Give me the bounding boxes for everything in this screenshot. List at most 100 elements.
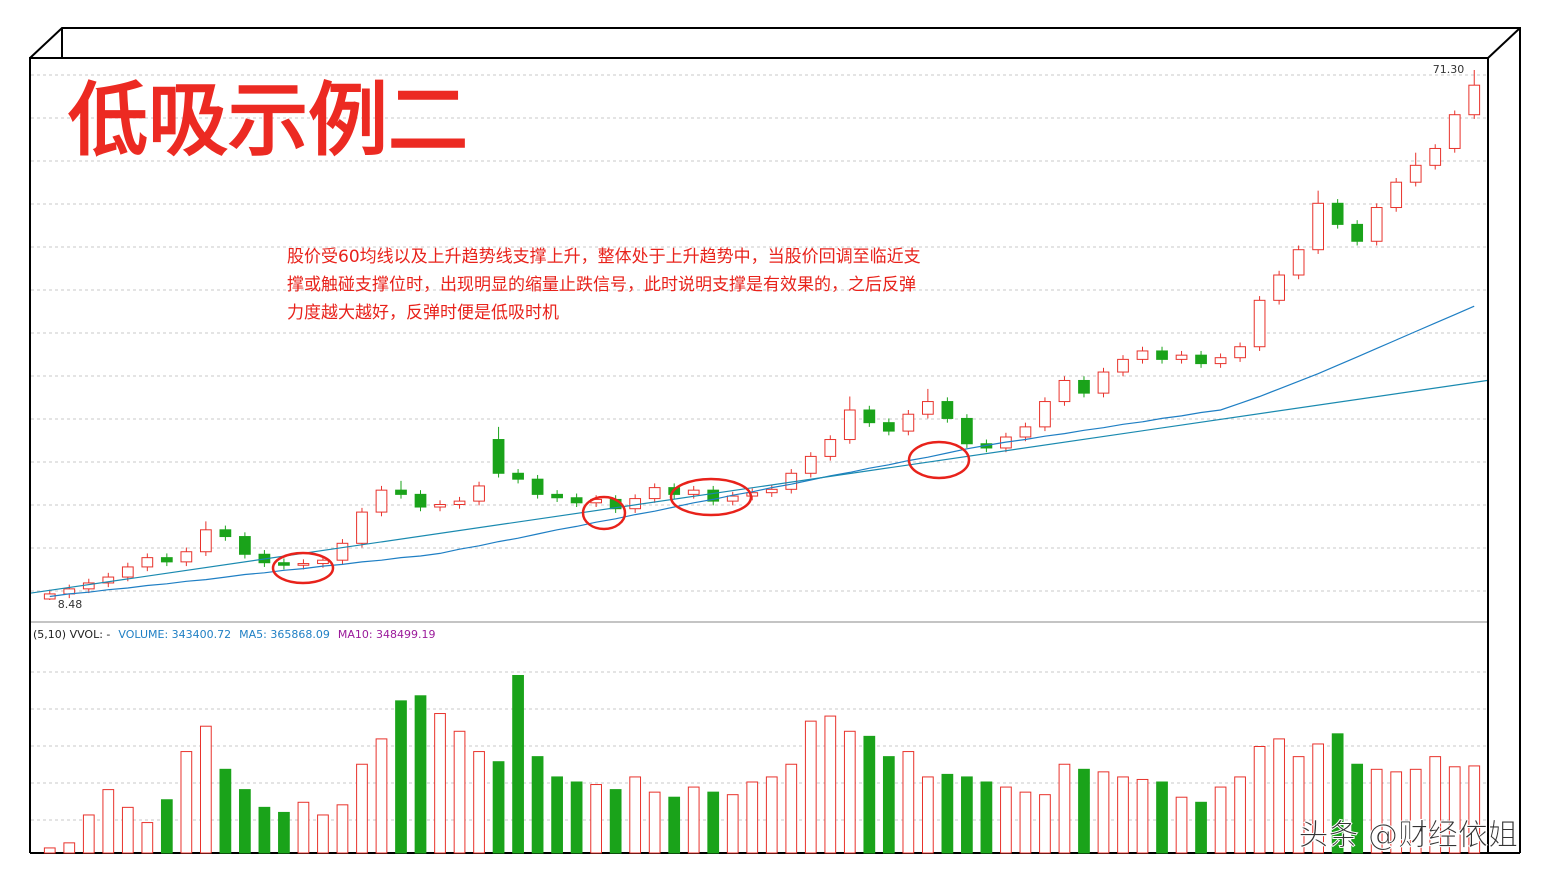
annotation: 股价受60均线以及上升趋势线支撑上升，整体处于上升趋势中，当股价回调至临近支	[287, 247, 921, 267]
volume-bar	[82, 814, 95, 854]
volume-bar	[1078, 768, 1090, 854]
candle-body	[453, 500, 466, 505]
volume-bar	[1156, 781, 1168, 854]
volume-bar	[590, 784, 603, 854]
candle-body	[1351, 223, 1364, 242]
candle-body	[707, 489, 720, 502]
candle-body	[1019, 426, 1032, 438]
volume-bar	[1097, 771, 1110, 854]
volume-bar	[746, 781, 759, 854]
volume-bar	[726, 794, 739, 854]
volume-bar	[1331, 733, 1344, 854]
volume-bar	[121, 806, 134, 854]
candle-body	[43, 593, 56, 600]
candle-body	[1078, 379, 1090, 394]
legend-entry: (5,10) VVOL: -	[33, 628, 110, 641]
volume-bar	[258, 806, 271, 854]
volume-bar	[1214, 786, 1227, 854]
volume-bar	[1000, 786, 1012, 854]
volume-bar	[375, 738, 388, 854]
volume-bar	[629, 776, 642, 854]
candle-body	[687, 489, 700, 495]
volume-bar	[648, 791, 661, 854]
candle-body	[1273, 274, 1285, 301]
volume-bar	[63, 842, 76, 854]
candle-body	[278, 562, 290, 566]
candle-body	[1390, 181, 1403, 209]
candle-body	[1370, 207, 1383, 242]
volume-bar	[1351, 763, 1364, 854]
volume-bar	[160, 799, 173, 854]
volume-bar	[1390, 771, 1403, 854]
candle-body	[531, 478, 544, 495]
volume-bar	[863, 735, 876, 854]
candle-body	[1136, 350, 1149, 360]
candle-body	[629, 498, 642, 510]
candle-body	[317, 559, 329, 565]
volume-bar	[570, 781, 583, 854]
volume-bar	[1234, 776, 1246, 854]
volume-bar	[1019, 791, 1032, 854]
candle-body	[375, 489, 388, 513]
volume-bar	[551, 776, 563, 854]
volume-bar	[961, 776, 973, 854]
candle-body	[1234, 346, 1246, 359]
candle-body	[297, 563, 310, 566]
candle-body	[141, 557, 154, 568]
volume-bar	[102, 789, 115, 854]
volume-bar	[1273, 738, 1285, 854]
volume-bar	[1039, 794, 1051, 854]
candle-body	[551, 493, 563, 499]
min-label: 8.48	[58, 598, 83, 611]
candle-body	[843, 409, 856, 441]
candle-body	[1292, 249, 1305, 276]
candle-body	[1468, 84, 1481, 116]
candle-body	[1253, 299, 1266, 348]
volume-bar	[434, 713, 446, 854]
chart-title: 低吸示例二	[68, 74, 468, 167]
candle-body	[882, 422, 895, 432]
volume-bar	[785, 763, 798, 854]
legend-entry: MA10: 348499.19	[338, 628, 436, 641]
candle-body	[1409, 164, 1422, 183]
candle-body	[1214, 357, 1227, 365]
candle-body	[1117, 358, 1129, 373]
candle-body	[1058, 379, 1071, 403]
volume-bar	[921, 776, 934, 854]
candle-body	[902, 413, 915, 432]
legend-entry: VOLUME: 343400.72	[118, 628, 231, 641]
volume-bar	[980, 781, 993, 854]
volume-bar	[1058, 763, 1071, 854]
grid	[31, 74, 1487, 821]
volume-bar	[1409, 768, 1422, 854]
candle-body	[1097, 371, 1110, 394]
candle-body	[336, 542, 349, 561]
max-label: 71.30	[1433, 63, 1465, 76]
moving-average	[49, 305, 1475, 598]
candle-body	[239, 536, 251, 555]
annotation: 力度越大越好，反弹时便是低吸时机	[287, 303, 559, 323]
annotation: 撑或触碰支撑位时，出现明显的缩量止跌信号，此时说明支撑是有效果的，之后反弹	[287, 275, 916, 295]
candle-body	[941, 401, 954, 419]
volume-bar	[414, 695, 427, 854]
candle-body	[1448, 114, 1461, 149]
volume-bar	[941, 773, 954, 854]
volume-bar	[1429, 756, 1442, 854]
candle-body	[726, 495, 739, 502]
candle-body	[765, 488, 778, 494]
volume-bar	[356, 763, 368, 854]
volume-bar	[43, 847, 56, 854]
highlight-circles	[271, 440, 971, 585]
volume-bar	[512, 675, 524, 854]
volume-bar	[199, 725, 212, 854]
volume-bar	[473, 751, 485, 854]
candle-body	[199, 529, 212, 553]
volume-bar	[336, 804, 349, 854]
volume-bar	[1253, 746, 1266, 854]
volume-bar	[317, 814, 329, 854]
candle-body	[1195, 354, 1207, 365]
volume-bar	[492, 761, 505, 854]
volume-bar	[239, 789, 251, 854]
